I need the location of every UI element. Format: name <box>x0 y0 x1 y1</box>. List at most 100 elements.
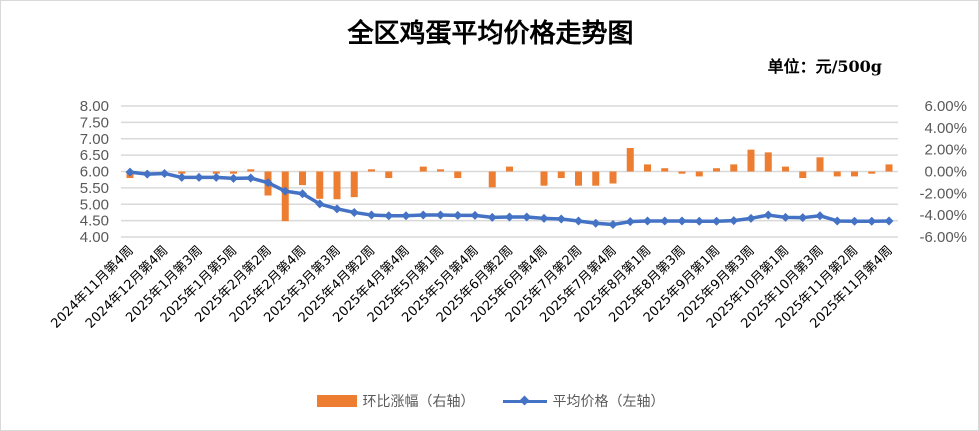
right-axis-tick-label: -2.00% <box>919 185 967 202</box>
price-marker <box>798 213 808 223</box>
price-marker <box>401 211 411 221</box>
unit-note: 单位：元/500g <box>767 57 882 76</box>
price-marker <box>125 167 135 177</box>
bar <box>678 171 686 174</box>
price-marker <box>522 212 532 222</box>
bar <box>661 168 669 172</box>
legend: 环比涨幅（右轴） 平均价格（左轴） <box>1 391 978 411</box>
price-marker <box>160 168 169 178</box>
price-marker <box>832 216 842 226</box>
price-marker <box>470 210 480 220</box>
price-marker <box>625 217 635 227</box>
bar <box>281 171 289 222</box>
bar <box>506 166 513 172</box>
price-marker <box>211 172 221 182</box>
bar <box>333 171 341 200</box>
left-axis-tick-label: 5.50 <box>80 180 109 197</box>
price-marker <box>298 189 307 199</box>
legend-label: 环比涨幅（右轴） <box>362 394 475 410</box>
price-marker <box>194 172 204 182</box>
bar <box>575 171 582 186</box>
price-marker <box>660 216 670 226</box>
bar <box>212 171 220 174</box>
bar <box>557 171 565 179</box>
bar <box>885 164 893 172</box>
price-marker <box>229 173 238 183</box>
left-axis-tick-label: 8.00 <box>80 98 109 115</box>
left-axis-tick-label: 7.00 <box>80 131 109 148</box>
price-marker <box>263 178 273 188</box>
bar <box>540 171 548 186</box>
price-marker <box>867 216 877 226</box>
price-marker <box>781 212 790 222</box>
left-axis-tick-label: 6.50 <box>80 147 109 164</box>
price-marker <box>142 169 152 179</box>
bar <box>385 171 393 179</box>
bar <box>713 168 720 172</box>
bar <box>368 169 375 172</box>
bar <box>609 171 617 184</box>
legend-line-swatch <box>502 395 547 407</box>
bar <box>868 171 876 174</box>
price-marker <box>712 216 721 226</box>
price-marker <box>418 210 428 220</box>
bar <box>747 149 755 172</box>
price-marker <box>246 173 256 183</box>
bar <box>730 164 738 172</box>
bar <box>695 171 703 177</box>
bar <box>454 171 462 179</box>
right-axis-tick-label: 2.00% <box>924 142 967 159</box>
bar <box>782 166 789 172</box>
legend-item-line[interactable]: 平均价格（左轴） <box>502 391 665 411</box>
bar <box>316 171 324 199</box>
bar <box>488 171 496 188</box>
bar <box>764 152 772 172</box>
price-marker <box>349 207 359 217</box>
left-axis-tick-label: 5.00 <box>80 196 109 213</box>
price-marker <box>574 216 583 226</box>
bar <box>816 157 824 172</box>
price-marker <box>763 210 773 220</box>
price-marker <box>315 199 325 209</box>
price-marker <box>332 204 342 214</box>
legend-item-bar[interactable]: 环比涨幅（右轴） <box>316 391 475 411</box>
left-axis-tick-label: 6.00 <box>80 164 109 181</box>
right-axis-tick-label: 6.00% <box>924 98 967 115</box>
price-marker <box>177 172 187 182</box>
price-marker <box>815 211 825 221</box>
price-marker <box>729 216 739 226</box>
bar <box>644 164 651 172</box>
bar <box>592 171 600 186</box>
bar <box>799 171 807 179</box>
price-marker <box>280 186 290 196</box>
bar <box>178 171 186 174</box>
bar <box>419 166 427 172</box>
price-marker <box>436 210 445 220</box>
right-axis-tick-label: -6.00% <box>919 229 967 246</box>
right-axis-tick-label: 0.00% <box>924 164 967 181</box>
left-axis-tick-label: 4.00 <box>80 229 109 246</box>
legend-label: 平均价格（左轴） <box>552 394 665 410</box>
bar <box>437 169 444 172</box>
price-marker <box>643 216 652 226</box>
price-marker <box>367 210 376 220</box>
bar <box>299 171 306 186</box>
bar <box>350 171 358 198</box>
price-marker <box>850 216 859 226</box>
bar <box>851 171 858 177</box>
price-marker <box>608 220 618 230</box>
right-axis-tick-label: 4.00% <box>924 120 967 137</box>
chart-title: 全区鸡蛋平均价格走势图 <box>347 19 634 49</box>
price-marker <box>539 213 549 223</box>
price-marker <box>884 216 894 226</box>
price-marker <box>505 212 514 222</box>
right-axis-tick-label: -4.00% <box>919 207 967 224</box>
bar <box>833 171 841 177</box>
price-marker <box>556 214 566 224</box>
legend-bar-swatch <box>316 395 357 407</box>
price-marker <box>384 211 394 221</box>
price-marker <box>694 216 704 226</box>
price-marker <box>746 213 756 223</box>
